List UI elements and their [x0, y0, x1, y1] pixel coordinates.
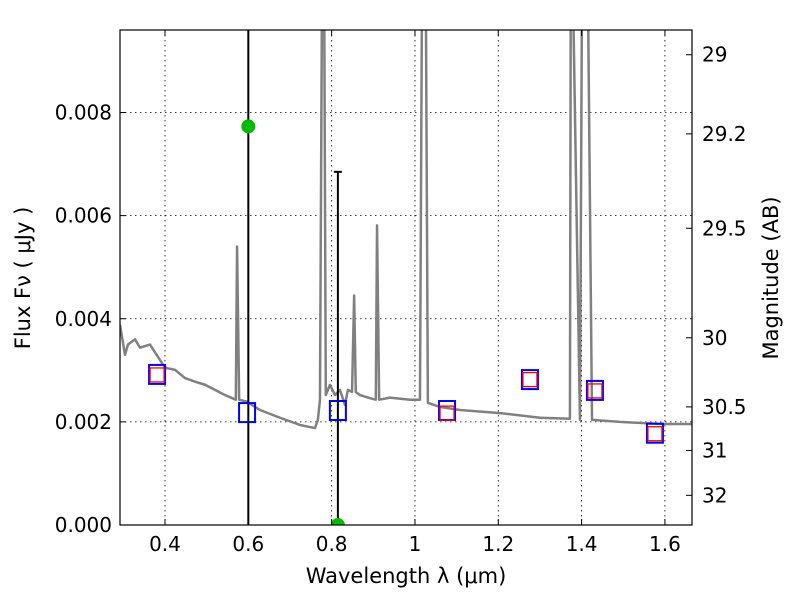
observed-photometry-marker [645, 422, 664, 444]
y-tick-label: 0.004 [55, 307, 112, 331]
plot-area [120, 30, 692, 525]
x-tick-label: 0.6 [232, 532, 264, 556]
model-spectrum-line [120, 30, 692, 430]
right-tick-label: 31 [702, 438, 727, 462]
y-axis-label: Flux Fν ( μJy ) [11, 207, 35, 350]
x-tick-label: 1.2 [482, 532, 514, 556]
observed-photometry-marker [520, 369, 539, 391]
axes: 0.4 0.6 0.8 1 1.2 1.4 1.6 0.000 0.002 0.004 0.006 0… [55, 30, 747, 556]
observed-photometry-marker [238, 402, 257, 424]
plot-frame [119, 29, 693, 526]
model-photometry-marker [149, 367, 165, 383]
x-tick-label: 0.8 [316, 532, 348, 556]
right-tick-label: 29.2 [702, 122, 747, 146]
detection-point [330, 518, 345, 525]
observed-photometry-marker [328, 400, 347, 422]
x-axis-label: Wavelength λ (μm) [306, 564, 507, 588]
detection-point [241, 119, 256, 134]
x-tick-label: 1 [409, 532, 422, 556]
right-tick-label: 29.5 [702, 216, 747, 240]
observed-photometry-marker [438, 400, 457, 422]
right-tick-label: 30 [702, 326, 727, 350]
model-photometry-marker [522, 371, 538, 388]
right-tick-label: 32 [702, 483, 727, 507]
x-tick-label: 0.4 [149, 532, 181, 556]
model-photometry-marker [439, 405, 455, 421]
observed-photometry-marker [148, 363, 167, 385]
x-tick-label: 1.4 [566, 532, 598, 556]
observed-photometry-marker [585, 379, 604, 401]
x-tick-label: 1.6 [649, 532, 681, 556]
y-tick-label: 0.006 [55, 204, 112, 228]
model-photometry-marker [587, 383, 603, 399]
right-axis-label: Magnitude (AB) [759, 196, 783, 359]
y-tick-label: 0.000 [55, 513, 112, 537]
right-tick-label: 30.5 [702, 395, 747, 419]
y-tick-label: 0.002 [55, 410, 112, 434]
model-photometry-marker [647, 426, 663, 442]
y-tick-label: 0.008 [55, 101, 112, 125]
grid [120, 30, 692, 526]
right-tick-label: 29 [702, 43, 727, 67]
